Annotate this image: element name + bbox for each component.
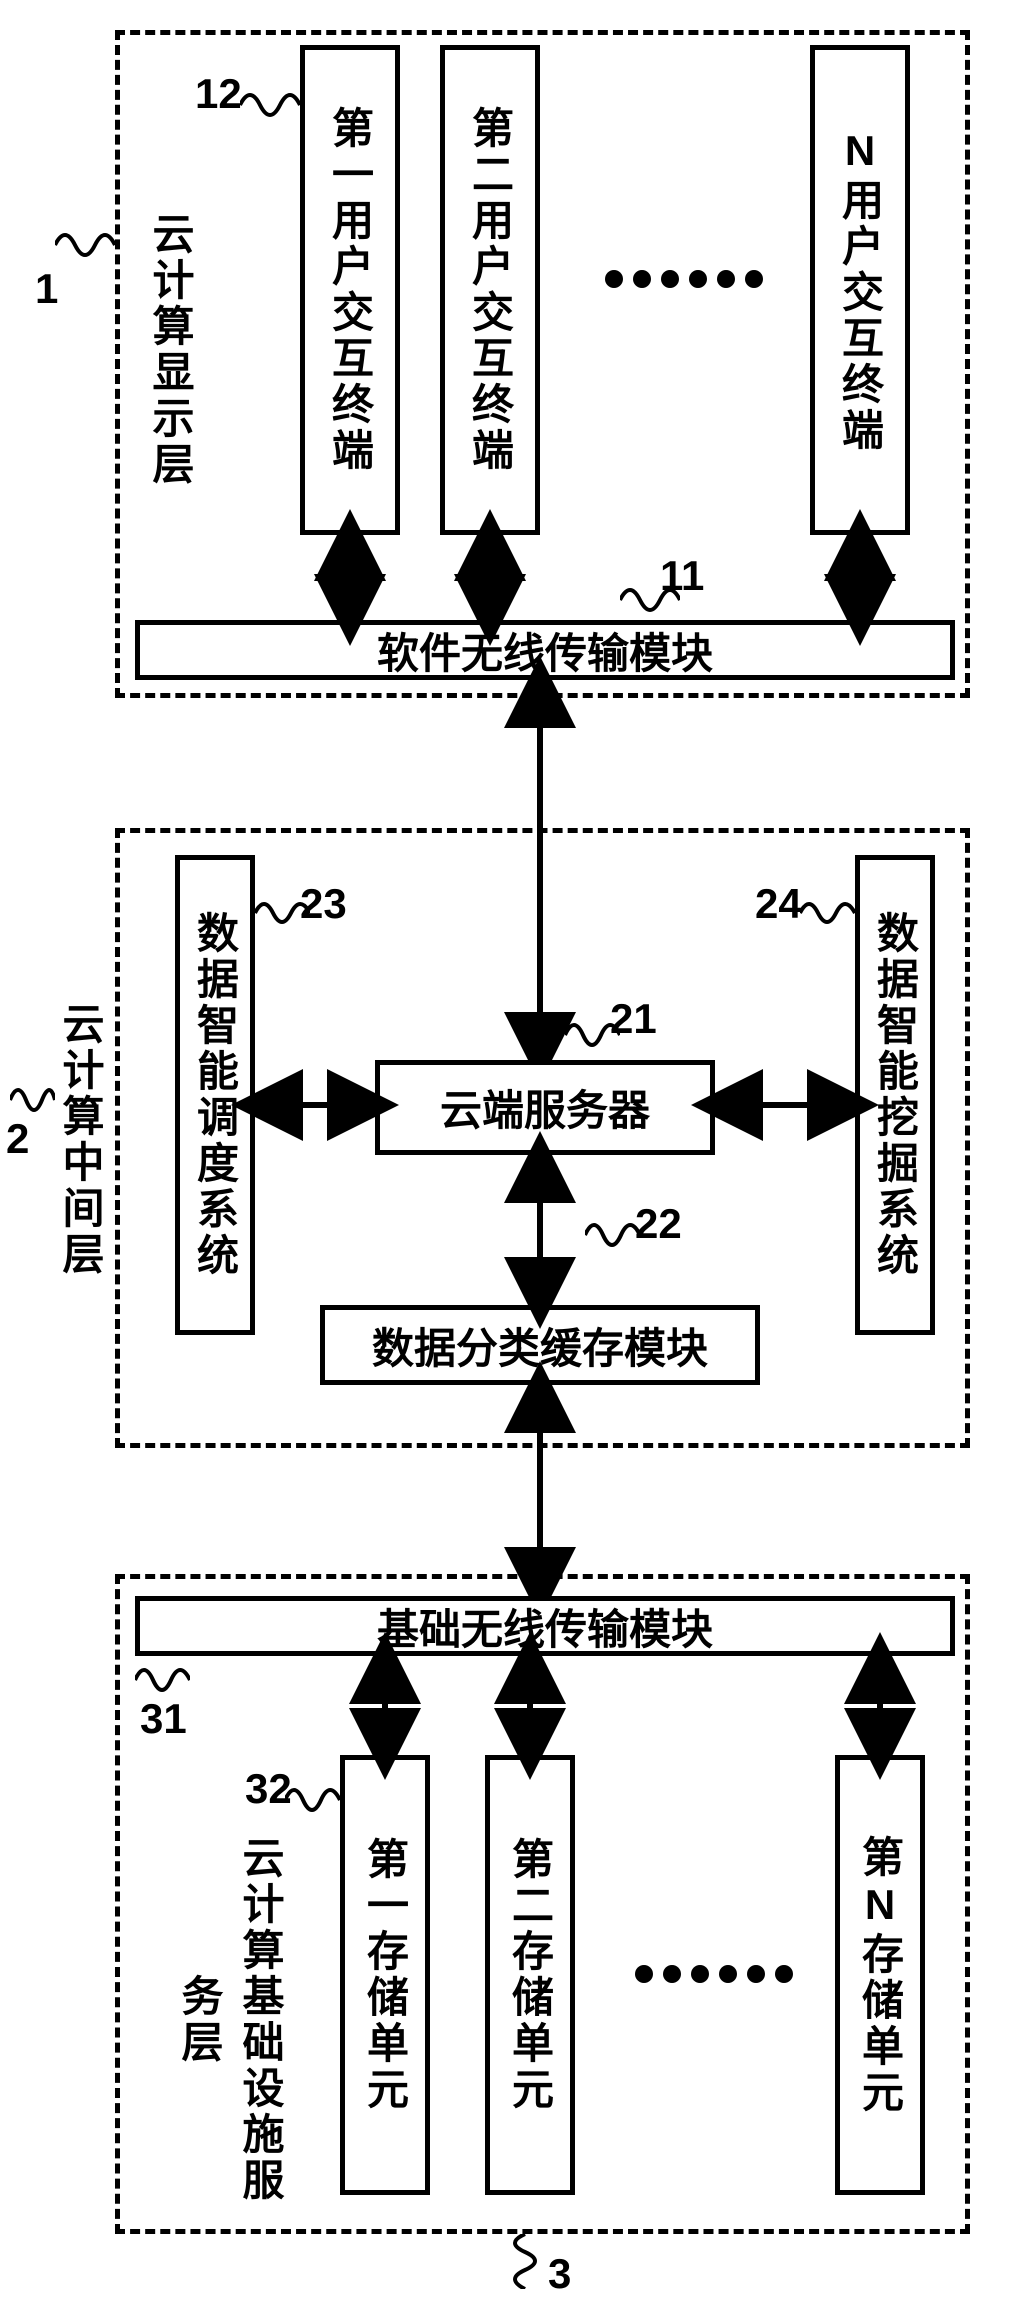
ellipsis-layer3	[635, 1965, 793, 1983]
mining-label: 数据智能挖掘系统	[865, 911, 926, 1279]
storage-2-label: 第二存储单元	[500, 1837, 561, 2113]
storage-1: 第一存储单元	[340, 1755, 430, 2195]
terminal-2: 第二用户交互终端	[440, 45, 540, 535]
layer2-ref: 2	[6, 1115, 29, 1163]
ref-21: 21	[610, 995, 657, 1043]
cache-label: 数据分类缓存模块	[372, 1315, 708, 1376]
arrow-mod-s1	[370, 1656, 400, 1756]
layer3-ref: 3	[548, 2250, 571, 2298]
layer1-label: 云计算显示层	[140, 150, 201, 550]
ref-12: 12	[195, 70, 242, 118]
storage-2: 第二存储单元	[485, 1755, 575, 2195]
storage-n: 第N存储单元	[835, 1755, 925, 2195]
terminal-n-label: N用户交互终端	[830, 127, 891, 454]
layer1-ref-squiggle	[55, 225, 115, 265]
arrow-server-cache	[525, 1155, 555, 1305]
terminal-n: N用户交互终端	[810, 45, 910, 535]
scheduler-box: 数据智能调度系统	[175, 855, 255, 1335]
ref-11: 11	[660, 552, 704, 600]
ref-22: 22	[635, 1200, 682, 1248]
terminal-2-label: 第二用户交互终端	[460, 106, 521, 474]
cloud-server-label: 云端服务器	[440, 1077, 650, 1138]
layer1-ref: 1	[35, 265, 58, 313]
arrow-t1-module	[335, 535, 365, 620]
layer3-ref-squiggle	[505, 2234, 545, 2289]
arrow-sched-server	[255, 1090, 375, 1120]
arrow-t2-module	[475, 535, 505, 620]
mining-box: 数据智能挖掘系统	[855, 855, 935, 1335]
diagram-root: 云计算显示层 1 第一用户交互终端 第二用户交互终端 N用户交互终端 12 软件…	[0, 0, 1010, 2297]
software-wireless-module: 软件无线传输模块	[135, 620, 955, 680]
terminal-1-label: 第一用户交互终端	[320, 106, 381, 474]
scheduler-label: 数据智能调度系统	[185, 911, 246, 1279]
ellipsis-layer1	[605, 270, 763, 288]
basic-wireless-module: 基础无线传输模块	[135, 1596, 955, 1656]
terminal-1: 第一用户交互终端	[300, 45, 400, 535]
layer2-label: 云计算中间层	[50, 940, 111, 1340]
ref-32-squiggle	[285, 1780, 340, 1820]
basic-wireless-label: 基础无线传输模块	[377, 1596, 713, 1657]
ref-23: 23	[300, 880, 347, 928]
arrow-tn-module	[845, 535, 875, 620]
ref-24: 24	[755, 880, 802, 928]
ref-32: 32	[245, 1765, 292, 1813]
layer2-ref-squiggle	[10, 1080, 55, 1120]
layer3-label: 云计算基础设施服务层	[175, 1830, 285, 2210]
arrow-mod-sn	[865, 1656, 895, 1756]
cloud-server-box: 云端服务器	[375, 1060, 715, 1155]
ref-24-squiggle	[800, 895, 855, 930]
ref-12-squiggle	[240, 85, 300, 125]
arrow-mod-s2	[515, 1656, 545, 1756]
storage-n-label: 第N存储单元	[850, 1835, 911, 2116]
cache-box: 数据分类缓存模块	[320, 1305, 760, 1385]
arrow-server-mining	[715, 1090, 855, 1120]
ref-22-squiggle	[585, 1215, 640, 1255]
ref-31-squiggle	[135, 1660, 190, 1700]
ref-31: 31	[140, 1695, 187, 1743]
software-wireless-label: 软件无线传输模块	[377, 620, 713, 681]
arrow-l2-l3	[525, 1385, 555, 1595]
storage-1-label: 第一存储单元	[355, 1837, 416, 2113]
